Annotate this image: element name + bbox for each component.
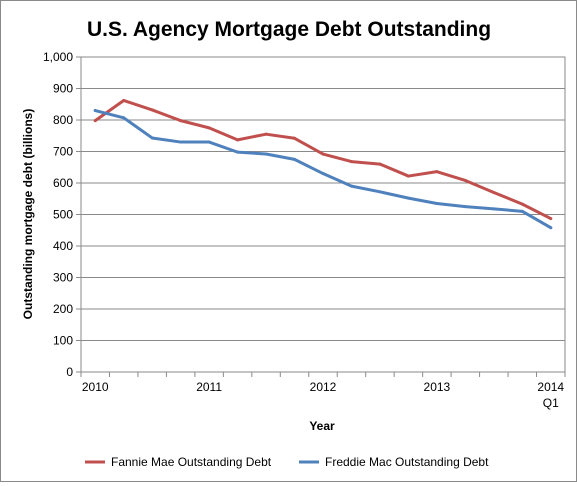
- data-point: [492, 207, 496, 211]
- gridlines: [81, 56, 565, 373]
- data-point: [207, 126, 211, 130]
- data-point: [150, 108, 154, 112]
- data-point: [264, 132, 268, 136]
- data-point: [349, 184, 353, 188]
- data-point: [150, 136, 154, 140]
- data-point: [520, 202, 524, 206]
- y-tick-label: 700: [53, 145, 73, 159]
- data-point: [378, 162, 382, 166]
- data-point: [435, 201, 439, 205]
- plot-area: [80, 56, 566, 373]
- series-lines: [93, 98, 553, 230]
- x-tick-label: 2014: [537, 380, 564, 394]
- y-tick-label: 500: [53, 208, 73, 222]
- chart-title: U.S. Agency Mortgage Debt Outstanding: [87, 18, 491, 41]
- data-point: [179, 140, 183, 144]
- data-point: [492, 190, 496, 194]
- data-point: [264, 152, 268, 156]
- data-point: [406, 196, 410, 200]
- x-tick-label: 2011: [196, 380, 222, 394]
- y-axis-ticks: 0 100 200 300 400 500 600 700 800 900 1,000: [43, 50, 81, 379]
- data-point: [321, 152, 325, 156]
- y-tick-label: 600: [53, 176, 73, 190]
- x-tick-label: 2010: [82, 380, 109, 394]
- x-tick-label: 2012: [310, 380, 337, 394]
- data-point: [122, 98, 126, 102]
- legend-label-fannie: Fannie Mae Outstanding Debt: [111, 455, 272, 469]
- data-point: [236, 150, 240, 154]
- data-point: [293, 157, 297, 161]
- series-line-0: [93, 98, 553, 221]
- data-point: [93, 109, 97, 113]
- y-tick-label: 1,000: [43, 50, 73, 64]
- y-tick-label: 0: [66, 365, 73, 379]
- data-point: [520, 209, 524, 213]
- x-axis-label: Year: [309, 419, 335, 433]
- y-tick-label: 100: [53, 334, 73, 348]
- data-point: [349, 160, 353, 164]
- y-tick-label: 300: [53, 271, 73, 285]
- data-point: [321, 172, 325, 176]
- y-tick-label: 200: [53, 302, 73, 316]
- data-point: [236, 138, 240, 142]
- data-point: [435, 170, 439, 174]
- y-tick-label: 800: [53, 113, 73, 127]
- data-point: [463, 205, 467, 209]
- data-point: [378, 190, 382, 194]
- data-point: [463, 178, 467, 182]
- legend-label-freddie: Freddie Mac Outstanding Debt: [325, 455, 489, 469]
- data-point: [293, 136, 297, 140]
- x-tick-label: 2013: [424, 380, 451, 394]
- x-tick-sublabel: Q1: [543, 396, 559, 410]
- y-axis-label: Outstanding mortgage debt (billions): [21, 109, 35, 320]
- y-tick-label: 900: [53, 82, 73, 96]
- data-point: [179, 119, 183, 123]
- data-point: [122, 116, 126, 120]
- data-point: [549, 217, 553, 221]
- series-line-1: [93, 109, 553, 230]
- data-point: [207, 140, 211, 144]
- x-axis-ticks: 2010 2011 2012 2013 2014 Q1: [80, 372, 566, 410]
- y-tick-label: 400: [53, 239, 73, 253]
- legend: Fannie Mae Outstanding Debt Freddie Mac …: [85, 455, 489, 469]
- data-point: [406, 174, 410, 178]
- data-point: [93, 119, 97, 123]
- data-point: [549, 226, 553, 230]
